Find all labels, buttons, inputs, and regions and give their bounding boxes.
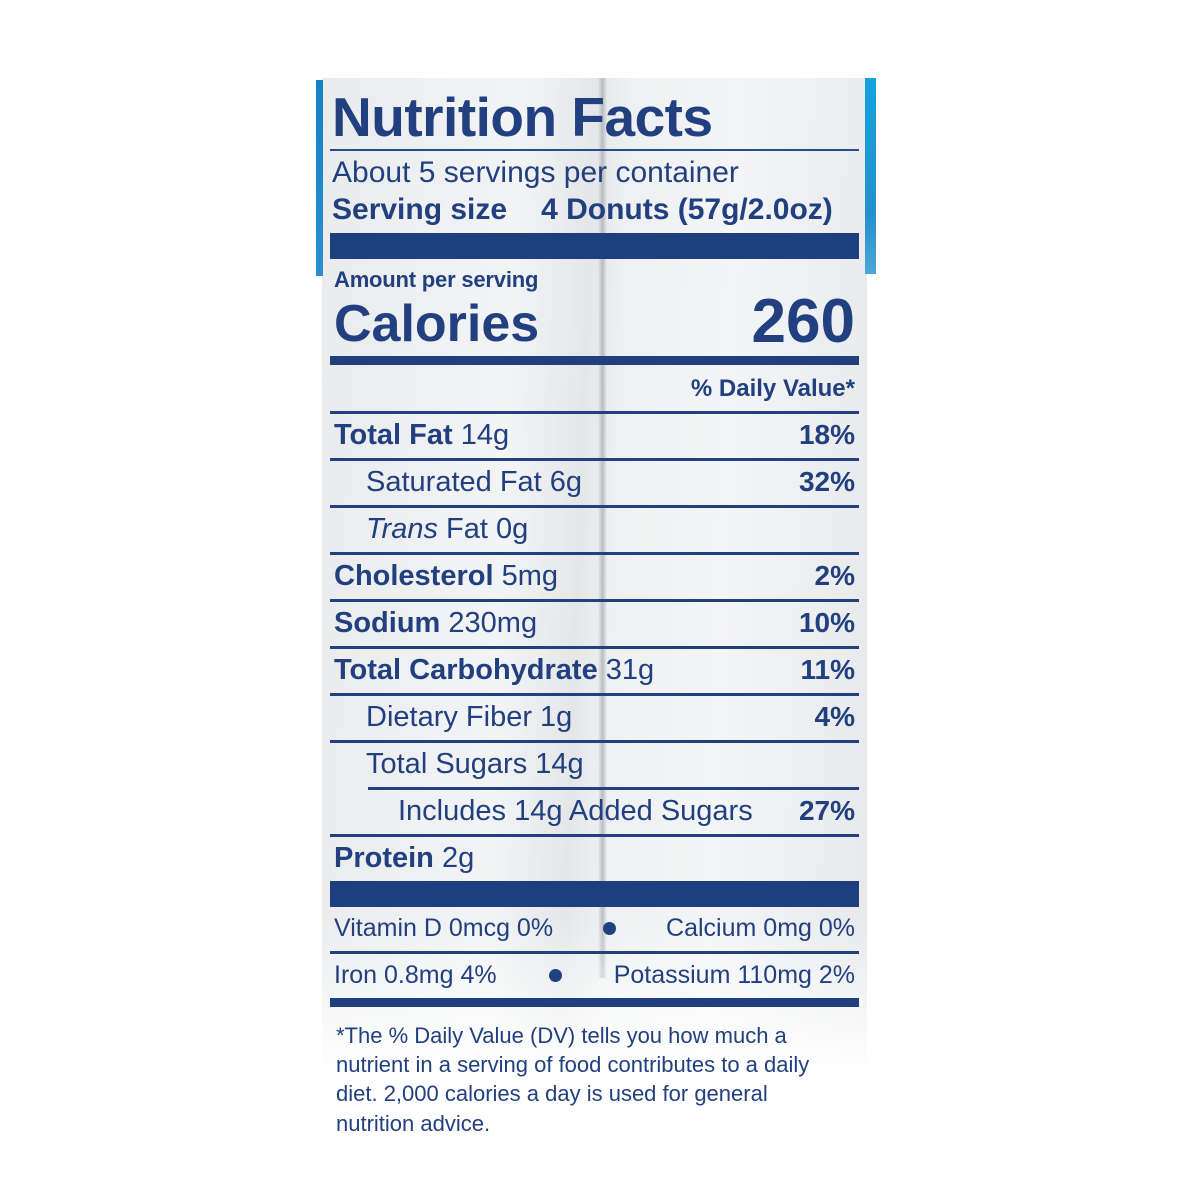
calories-value: 260 — [751, 287, 855, 357]
nutrient-daily-value: 10% — [798, 607, 855, 639]
nutrient-row-divider — [368, 787, 859, 791]
vitamin-right-value: Calcium 0mg 0% — [666, 914, 855, 943]
nutrient-daily-value: 2% — [814, 560, 855, 592]
divider-thick-under-serving-size — [330, 233, 859, 260]
vitamin-row-divider — [330, 951, 859, 955]
nutrient-amount: 31g — [597, 654, 655, 687]
package-left-edge-stripe — [316, 80, 323, 276]
nutrient-daily-value: 11% — [800, 654, 856, 686]
nutrient-row: Dietary Fiber 1g 4% — [330, 696, 859, 740]
nutrient-row: Trans Fat 0g — [330, 508, 859, 552]
nutrition-facts-label: Nutrition Facts About 5 servings per con… — [322, 78, 867, 1138]
servings-per-container: About 5 servings per container — [332, 156, 739, 189]
nutrient-row-divider — [330, 505, 859, 509]
nutrient-name: Sodium 230mg — [334, 607, 537, 640]
nutrient-row-divider — [330, 740, 859, 744]
nutrient-daily-value: 18% — [798, 419, 855, 451]
nutrient-name-text: Total Carbohydrate — [334, 654, 598, 687]
calories-label: Calories — [334, 295, 540, 354]
bullet-separator-icon — [603, 922, 617, 936]
nutrient-amount: 230mg — [440, 607, 538, 640]
calories-row: Calories 260 — [330, 287, 859, 357]
nutrient-name-text: Trans — [366, 513, 438, 546]
nutrient-name-text: Sodium — [334, 607, 441, 640]
vitamin-row: Vitamin D 0mcg 0% Calcium 0mg 0% — [330, 907, 859, 951]
nutrient-name-text: Protein — [334, 842, 434, 875]
nutrient-amount: 2g — [433, 842, 475, 875]
serving-size-label: Serving size — [332, 193, 508, 227]
nutrient-amount: 6g — [541, 466, 583, 499]
nutrient-row-divider — [330, 599, 859, 603]
nutrient-amount: 14g — [452, 419, 510, 452]
divider-under-dv-header — [330, 411, 859, 415]
nutrient-name: Dietary Fiber 1g — [366, 701, 572, 734]
nutrient-name: Cholesterol 5mg — [334, 560, 558, 593]
nutrient-amount: 1g — [532, 701, 573, 734]
nutrient-name-text: Total Sugars — [366, 748, 528, 781]
daily-value-footnote: *The % Daily Value (DV) tells you how mu… — [336, 1023, 810, 1136]
nutrient-row-divider — [330, 834, 859, 838]
vitamin-row: Iron 0.8mg 4% Potassium 110mg 2% — [330, 954, 859, 998]
nutrient-name: Protein 2g — [334, 842, 474, 875]
bullet-separator-icon — [548, 969, 562, 983]
nutrient-name: Includes 14g Added Sugars — [398, 795, 753, 828]
vitamin-right-value: Potassium 110mg 2% — [613, 961, 856, 990]
serving-size-row: Serving size 4 Donuts (57g/2.0oz) — [330, 190, 859, 233]
nutrient-rows: Total Fat 14g 18% Saturated Fat 6g 32% Trans… — [330, 414, 859, 881]
nutrient-daily-value: 4% — [814, 701, 855, 733]
nutrient-row: Cholesterol 5mg 2% — [330, 555, 859, 599]
nutrient-name-text: Total Fat — [334, 419, 453, 452]
nutrition-facts-title: Nutrition Facts — [332, 86, 713, 148]
daily-value-header: % Daily Value* — [690, 375, 855, 403]
divider-under-vitamins — [330, 998, 859, 1008]
package-right-edge-stripe — [865, 78, 876, 274]
nutrient-name-text: Saturated Fat — [366, 466, 542, 499]
vitamin-left-value: Vitamin D 0mcg 0% — [334, 914, 554, 943]
nutrient-row: Sodium 230mg 10% — [330, 602, 859, 646]
nutrient-name: Trans Fat 0g — [366, 513, 528, 546]
nutrient-name: Total Fat 14g — [334, 419, 509, 452]
divider-under-title — [330, 149, 859, 151]
nutrient-row: Protein 2g — [330, 837, 859, 881]
nutrient-amount: 14g — [527, 748, 584, 781]
nutrient-name-text: Dietary Fiber — [366, 701, 532, 734]
nutrient-row: Includes 14g Added Sugars 27% — [330, 790, 859, 834]
nutrient-row: Total Fat 14g 18% — [330, 414, 859, 458]
nutrient-name-text: Includes 14g Added Sugars — [398, 795, 753, 828]
vitamin-rows: Vitamin D 0mcg 0% Calcium 0mg 0% Iron 0.8m… — [330, 907, 859, 998]
nutrient-row-divider — [330, 646, 859, 650]
nutrient-name: Saturated Fat 6g — [366, 466, 582, 499]
nutrient-amount: Fat 0g — [437, 513, 529, 546]
nutrient-name: Total Sugars 14g — [366, 748, 584, 781]
divider-under-calories — [330, 356, 859, 366]
amount-per-serving-label: Amount per serving — [334, 267, 539, 293]
nutrient-row-divider — [330, 693, 859, 697]
nutrient-name: Total Carbohydrate 31g — [334, 654, 654, 687]
nutrient-amount: 5mg — [493, 560, 559, 593]
nutrient-daily-value: 32% — [798, 466, 855, 498]
nutrient-name-text: Cholesterol — [334, 560, 494, 593]
nutrient-row: Saturated Fat 6g 32% — [330, 461, 859, 505]
serving-size-value: 4 Donuts (57g/2.0oz) — [541, 193, 833, 227]
vitamin-left-value: Iron 0.8mg 4% — [334, 961, 497, 990]
nutrient-row-divider — [330, 552, 859, 556]
nutrient-row: Total Sugars 14g — [330, 743, 859, 787]
nutrient-daily-value: 27% — [798, 795, 855, 827]
nutrient-row: Total Carbohydrate 31g 11% — [330, 649, 859, 693]
nutrient-row-divider — [330, 458, 859, 462]
divider-thick-under-protein — [330, 881, 859, 908]
